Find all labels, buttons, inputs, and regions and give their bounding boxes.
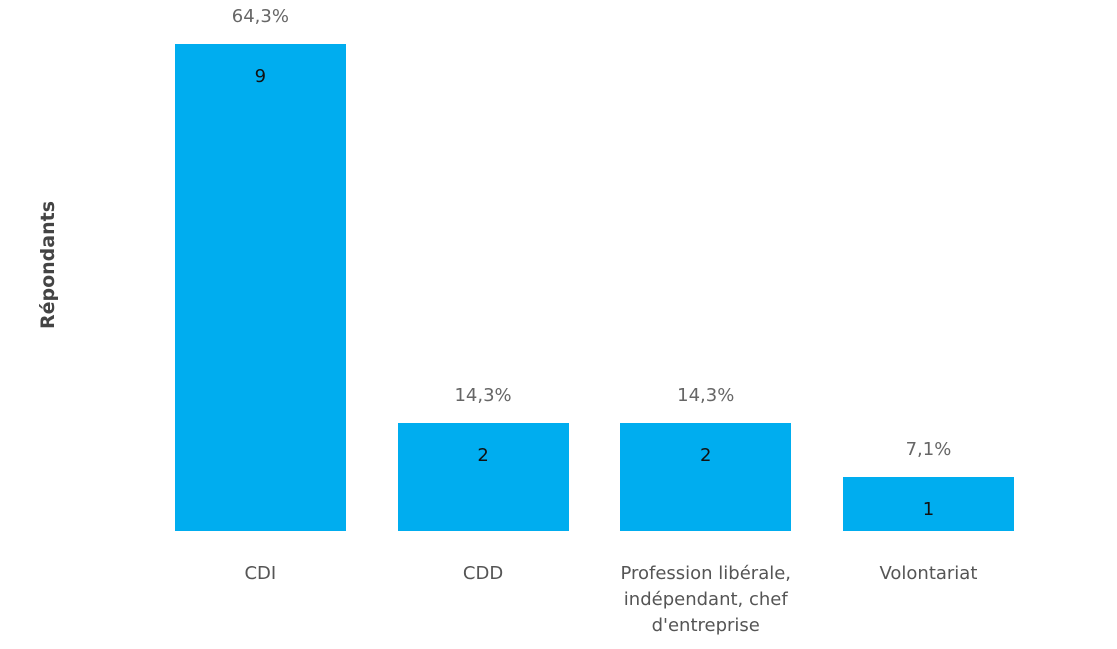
y-axis-label: Répondants <box>37 200 59 330</box>
bar <box>397 422 569 531</box>
bar <box>842 476 1014 531</box>
bar <box>620 422 792 531</box>
bar <box>174 44 346 531</box>
percent-label: 14,3% <box>454 384 512 406</box>
x-tick-label: CDD <box>462 563 504 584</box>
data-label: 9 <box>254 66 267 87</box>
percent-label: 7,1% <box>905 438 952 460</box>
data-label: 2 <box>477 444 489 466</box>
x-tick-label: Volontariat <box>879 563 978 584</box>
data-label: 1 <box>922 498 935 520</box>
x-tick-label: CDI <box>244 563 277 584</box>
x-tick-label: Profession libérale, indépendant, chef d… <box>620 563 792 636</box>
data-label: 2 <box>700 444 712 466</box>
percent-label: 64,3% <box>231 6 289 27</box>
percent-label: 14,3% <box>677 384 735 406</box>
